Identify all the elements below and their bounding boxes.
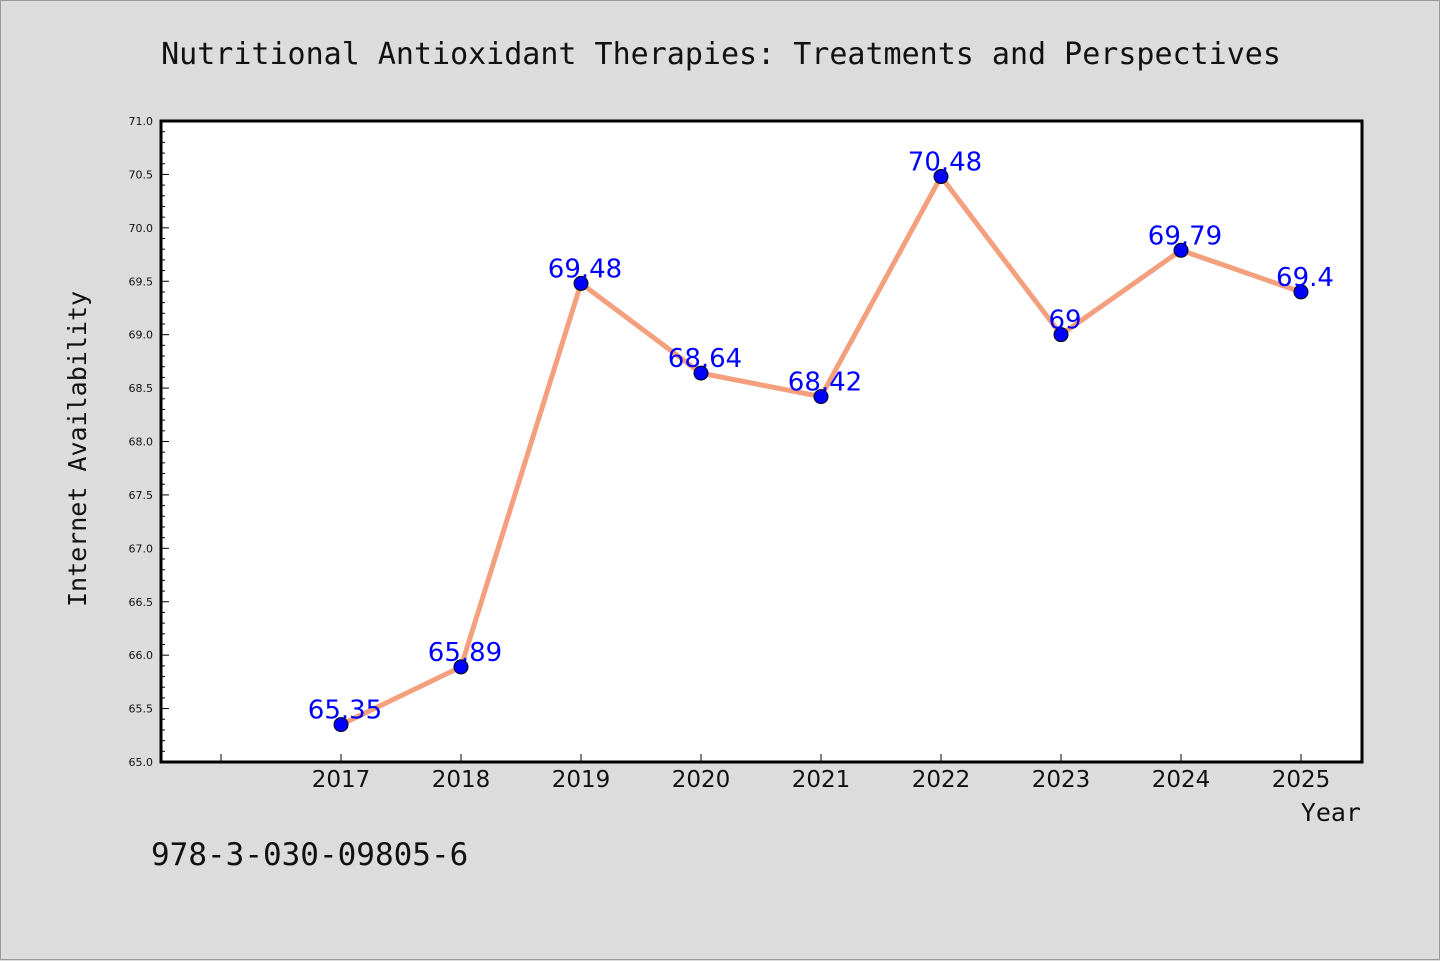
data-point [933,169,949,185]
x-axis-label: Year [1301,798,1361,827]
data-label: 69 [1048,306,1081,336]
y-tick-label: 67.5 [129,489,154,502]
data-label: 65.35 [308,696,382,726]
x-tick-label: 2023 [1032,767,1091,793]
data-point [1053,327,1069,343]
chart-title: Nutritional Antioxidant Therapies: Treat… [161,37,1281,72]
x-tick-label: 2024 [1152,767,1211,793]
data-label: 65.89 [428,638,502,668]
y-tick-label: 65.0 [129,756,154,769]
y-tick-label: 69.5 [129,275,154,288]
data-point [1293,284,1309,300]
x-axis-ticks: 2017 2018 2019 2020 2021 2022 2023 2024 2025 [220,754,1331,793]
y-tick-label: 66.0 [129,649,154,662]
x-tick-label: 2018 [432,767,491,793]
y-tick-label: 66.5 [129,596,154,609]
y-tick-label: 70.5 [129,168,154,181]
data-label: 70.48 [908,148,982,178]
y-axis-label: Internet Availability [63,291,92,607]
isbn-footer: 978-3-030-09805-6 [151,837,468,873]
y-tick-label: 69.0 [129,329,154,342]
y-tick-label: 65.5 [129,703,154,716]
y-tick-label: 71.0 [129,115,154,128]
data-label: 69.79 [1148,221,1222,251]
data-point [1173,242,1189,258]
data-point [573,275,589,291]
x-tick-label: 2019 [552,767,611,793]
plot-area [159,119,1364,764]
data-point [813,389,829,405]
y-axis-ticks: 65.0 65.5 66.0 66.5 67.0 67.5 68.0 68.5 69.0 69.5… [129,115,169,769]
y-tick-label: 70.0 [129,222,154,235]
data-point [693,365,709,381]
data-label: 68.64 [668,344,742,374]
data-markers [333,169,1309,733]
data-point [453,659,469,675]
x-tick-label: 2021 [792,767,851,793]
y-tick-label: 68.5 [129,382,154,395]
data-labels: 65.35 65.89 69.48 68.64 68.42 70.48 69 69.79 69.… [308,148,1334,726]
x-tick-label: 2022 [912,767,971,793]
data-label: 69.48 [548,254,622,284]
data-label: 68.42 [788,368,862,398]
data-label: 69.4 [1276,263,1334,293]
y-tick-label: 67.0 [129,542,154,555]
data-point [333,717,349,733]
y-tick-label: 68.0 [129,436,154,449]
x-tick-label: 2020 [672,767,731,793]
x-tick-label: 2017 [312,767,371,793]
x-tick-label: 2025 [1272,767,1331,793]
